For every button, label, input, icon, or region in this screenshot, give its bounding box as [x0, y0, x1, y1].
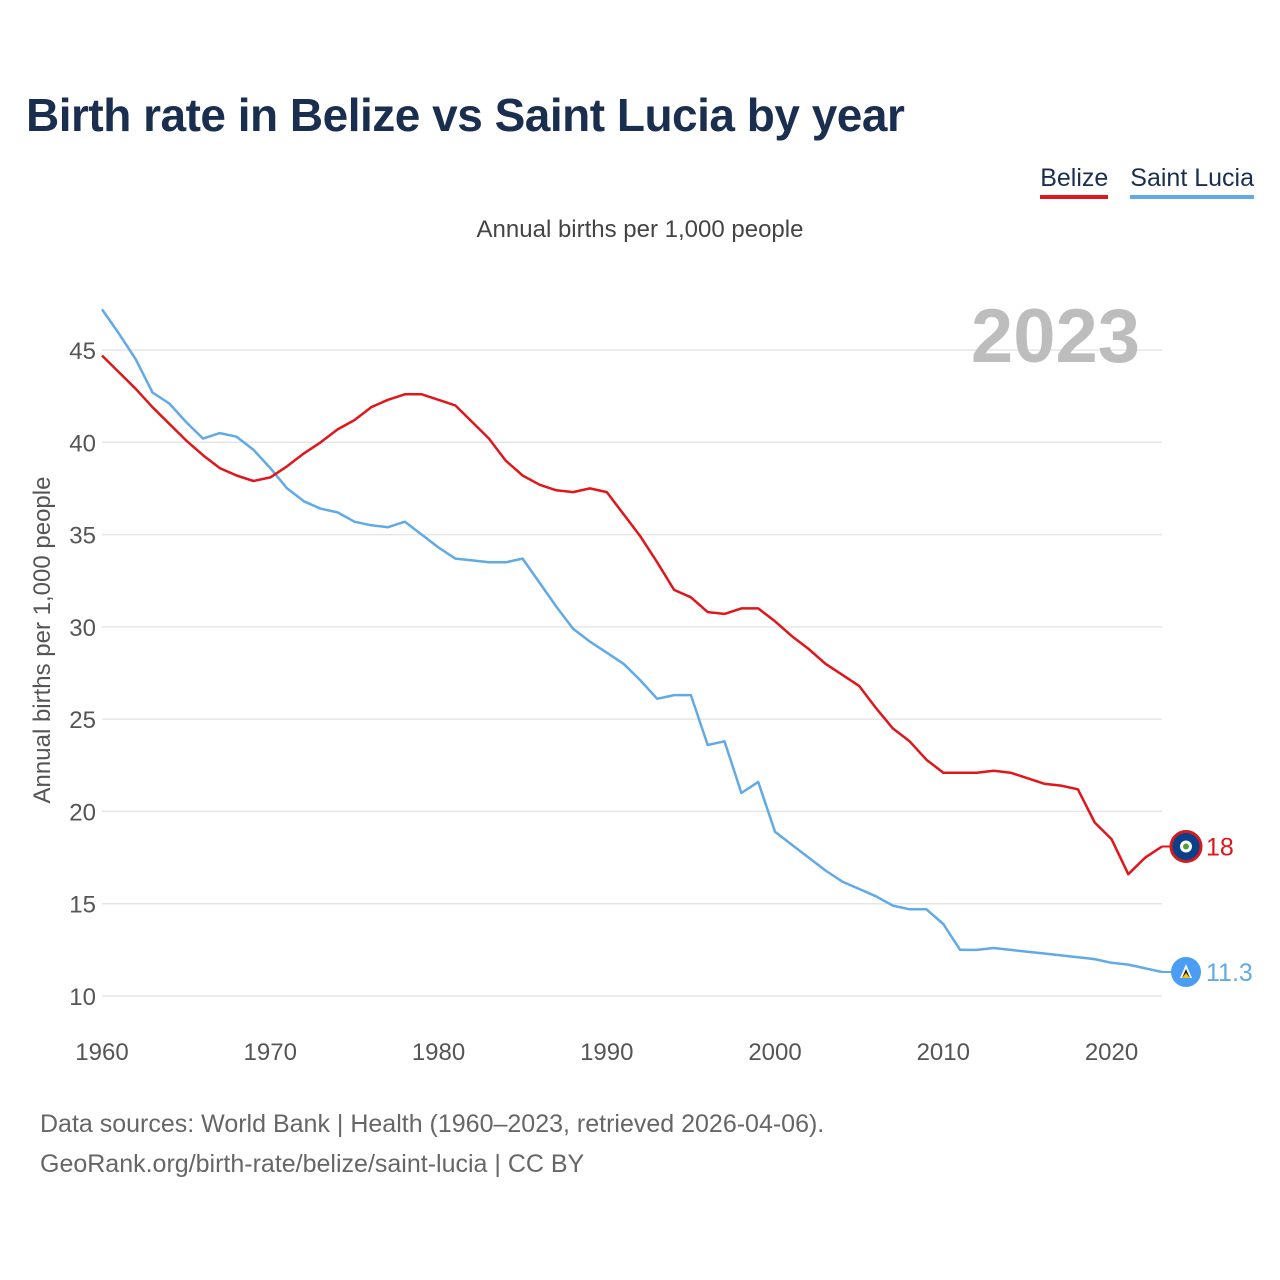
y-axis-ticks: 10 15 20 25 30 35 40 45: [69, 338, 96, 1011]
y-tick-label: 35: [69, 523, 96, 550]
x-tick-label: 1990: [580, 1039, 633, 1066]
page-title: Birth rate in Belize vs Saint Lucia by y…: [26, 89, 905, 141]
x-tick-label: 1980: [412, 1039, 465, 1066]
y-tick-label: 30: [69, 615, 96, 642]
year-watermark: 2023: [971, 294, 1140, 379]
x-tick-label: 2010: [917, 1039, 970, 1066]
x-tick-label: 1970: [244, 1039, 297, 1066]
y-tick-label: 40: [69, 430, 96, 457]
y-tick-label: 45: [69, 338, 96, 365]
y-tick-label: 10: [69, 984, 96, 1011]
y-tick-label: 15: [69, 892, 96, 919]
gridlines: [102, 349, 1162, 997]
y-axis-label: Annual births per 1,000 people: [29, 477, 56, 804]
legend: Belize Saint Lucia: [1040, 164, 1254, 199]
x-tick-label: 2000: [748, 1039, 801, 1066]
series-line-saint-lucia[interactable]: [100, 308, 1163, 974]
end-value-label-saint-lucia: 11.3: [1206, 959, 1253, 987]
footer-sources: Data sources: World Bank | Health (1960–…: [40, 1110, 825, 1138]
legend-item-belize[interactable]: Belize: [1040, 164, 1109, 199]
footer-link[interactable]: GeoRank.org/birth-rate/belize/saint-luci…: [40, 1150, 585, 1178]
x-tick-label: 1960: [75, 1039, 128, 1066]
line-chart: 10 15 20 25 30 35 40 45 1960 1970 1980 1990 2000 201…: [29, 294, 1253, 1066]
flag-emblem-center: [1183, 843, 1189, 850]
x-tick-label: 2020: [1085, 1039, 1138, 1066]
legend-item-saint-lucia[interactable]: Saint Lucia: [1130, 164, 1254, 199]
y-tick-label: 20: [69, 799, 96, 826]
end-value-label-belize: 18: [1206, 833, 1234, 861]
y-tick-label: 25: [69, 707, 96, 734]
chart-subtitle: Annual births per 1,000 people: [476, 216, 804, 243]
footer: Data sources: World Bank | Health (1960–…: [40, 1104, 824, 1184]
x-axis-ticks: 1960 1970 1980 1990 2000 2010 2020: [75, 1039, 1138, 1066]
series-lines: [100, 308, 1163, 974]
series-line-belize[interactable]: [101, 354, 1163, 876]
series-end-markers: 18 11.3: [1162, 829, 1253, 988]
flag-triangle-gold: [1182, 973, 1190, 979]
